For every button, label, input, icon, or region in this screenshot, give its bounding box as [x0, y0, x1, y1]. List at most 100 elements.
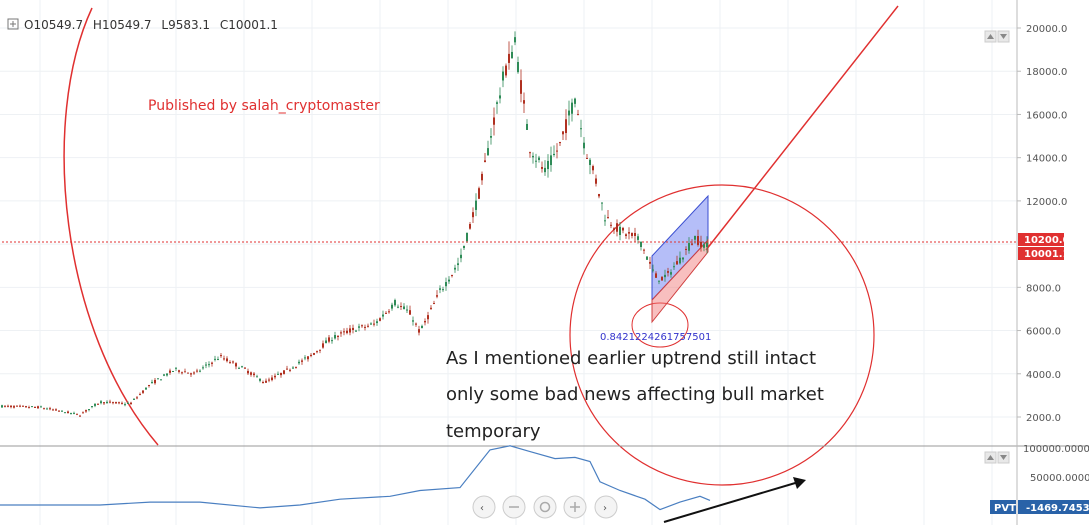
candle-body — [94, 403, 96, 406]
candle-body — [247, 370, 249, 374]
candle-body — [244, 367, 246, 369]
candle-body — [346, 330, 348, 334]
candle-body — [103, 402, 105, 404]
candle-body — [115, 402, 117, 404]
candle-body — [124, 404, 126, 406]
candle-body — [202, 367, 204, 369]
candle-body — [595, 178, 597, 184]
scroll-forward-button[interactable]: › — [594, 495, 618, 519]
price-tick-label: 8000.0 — [1026, 283, 1061, 294]
pvt-value: -1469.7453 — [1026, 503, 1089, 514]
candle-body — [556, 150, 558, 152]
candle-body — [259, 378, 261, 381]
candle-body — [289, 369, 291, 371]
candle-body — [643, 249, 645, 251]
candle-body — [292, 367, 294, 369]
candle-body — [166, 373, 168, 376]
candle-body — [73, 412, 75, 414]
price-badge — [1018, 247, 1064, 260]
candle-body — [211, 362, 213, 364]
candle-body — [661, 276, 663, 281]
note-line-3: temporary — [446, 421, 541, 442]
candle-body — [694, 236, 696, 240]
candle-body — [484, 160, 486, 163]
candle-body — [148, 385, 150, 387]
candle-body — [325, 340, 327, 344]
candle-body — [472, 212, 474, 218]
candle-body — [313, 353, 315, 355]
candles — [1, 31, 708, 417]
published-by: Published by salah_cryptomaster — [148, 98, 380, 114]
ohlc-header: O10549.7 H10549.7 L9583.1 C10001.1 — [7, 18, 278, 32]
pvt-name-badge — [990, 500, 1016, 514]
candle-body — [445, 282, 447, 287]
candle-body — [355, 330, 357, 332]
candle-body — [631, 232, 633, 236]
candle-body — [76, 413, 78, 415]
candle-body — [16, 405, 18, 407]
note-line-2: only some bad news affecting bull market — [446, 384, 824, 405]
candle-body — [139, 394, 141, 396]
pane-controls-bottom[interactable] — [984, 451, 1010, 464]
candle-body — [553, 153, 555, 156]
candle-body — [340, 332, 342, 334]
candle-body — [220, 355, 222, 357]
pane-controls-top[interactable] — [984, 30, 1010, 43]
candle-body — [100, 401, 102, 404]
candle-body — [106, 401, 108, 404]
candle-body — [517, 62, 519, 73]
candle-body — [181, 372, 183, 374]
candle-body — [319, 349, 321, 351]
candle-body — [250, 372, 252, 375]
candle-body — [130, 402, 132, 404]
candle-body — [7, 405, 9, 407]
candle-body — [136, 397, 138, 399]
candle-body — [583, 142, 585, 149]
grid — [0, 0, 1017, 525]
forward-icon: › — [603, 503, 607, 514]
candle-body — [97, 403, 99, 405]
candle-body — [127, 402, 129, 404]
candle-body — [406, 309, 408, 311]
price-tick-label: 14000.0 — [1026, 154, 1067, 165]
candle-body — [256, 376, 258, 378]
candle-body — [10, 405, 12, 408]
candle-body — [4, 405, 6, 407]
zoom-controls[interactable]: ‹ › — [472, 495, 618, 519]
candle-body — [421, 325, 423, 329]
candle-body — [382, 314, 384, 317]
reset-button[interactable] — [533, 495, 557, 519]
candle-body — [505, 65, 507, 76]
crosshair-icon[interactable] — [7, 18, 19, 30]
candle-body — [562, 131, 564, 135]
candle-body — [664, 274, 666, 278]
candle-body — [286, 368, 288, 370]
candle-body — [469, 223, 471, 229]
candle-body — [559, 141, 561, 144]
candle-body — [271, 377, 273, 381]
candle-body — [19, 405, 21, 407]
scroll-back-button[interactable]: ‹ — [472, 495, 496, 519]
candle-body — [508, 53, 510, 63]
zoom-in-button[interactable] — [563, 495, 587, 519]
candle-body — [571, 102, 573, 114]
candle-body — [676, 261, 678, 265]
candle-body — [454, 267, 456, 270]
candle-body — [496, 102, 498, 104]
candle-body — [502, 71, 504, 81]
candle-body — [475, 200, 477, 210]
candle-body — [706, 241, 708, 248]
candle-body — [85, 410, 87, 412]
pvt-tick-100k: 100000.0000 — [1023, 444, 1089, 455]
candle-body — [514, 37, 516, 43]
candle-body — [352, 327, 354, 330]
zoom-out-button[interactable] — [502, 495, 526, 519]
candle-body — [304, 357, 306, 359]
candle-body — [415, 323, 417, 325]
candle-body — [205, 364, 207, 366]
candle-body — [700, 241, 702, 248]
candle-body — [331, 340, 333, 342]
candle-body — [253, 373, 255, 376]
